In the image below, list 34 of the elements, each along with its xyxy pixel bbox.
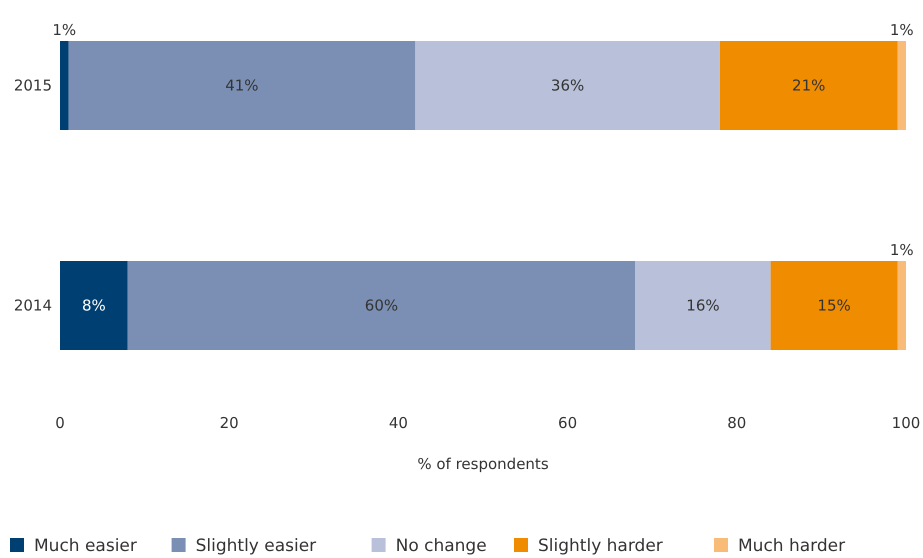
- data-label: 21%: [792, 76, 826, 94]
- data-label: 41%: [225, 76, 259, 94]
- x-tick-label: 0: [55, 414, 65, 432]
- bar: [770, 261, 898, 350]
- bar: [898, 41, 906, 130]
- legend-label: Much harder: [738, 536, 846, 556]
- data-label: 15%: [817, 296, 851, 314]
- x-tick-label: 80: [727, 414, 746, 432]
- legend-label: Slightly harder: [538, 536, 663, 556]
- x-tick-label: 20: [220, 414, 239, 432]
- x-tick-label: 60: [558, 414, 578, 432]
- bar: [60, 41, 68, 130]
- y-tick-label: 2015: [14, 76, 52, 94]
- x-axis-title: % of respondents: [417, 455, 549, 473]
- bar: [68, 41, 416, 130]
- legend-label: No change: [396, 536, 487, 556]
- bar: [720, 41, 898, 130]
- data-label: 8%: [82, 296, 106, 314]
- bar: [898, 261, 906, 350]
- y-tick-label: 2014: [14, 296, 52, 314]
- legend-label: Much easier: [34, 536, 137, 556]
- bar: [128, 261, 636, 350]
- data-label: 1%: [890, 241, 914, 259]
- bar: [60, 261, 128, 350]
- data-label: 16%: [686, 296, 720, 314]
- legend-label: Slightly easier: [196, 536, 316, 556]
- data-label: 1%: [890, 21, 914, 39]
- bar: [415, 41, 720, 130]
- data-label: 60%: [364, 296, 398, 314]
- data-label: 1%: [52, 21, 76, 39]
- bar: [635, 261, 771, 350]
- data-label: 36%: [550, 76, 584, 94]
- x-tick-label: 100: [892, 414, 920, 432]
- x-tick-label: 40: [388, 414, 408, 432]
